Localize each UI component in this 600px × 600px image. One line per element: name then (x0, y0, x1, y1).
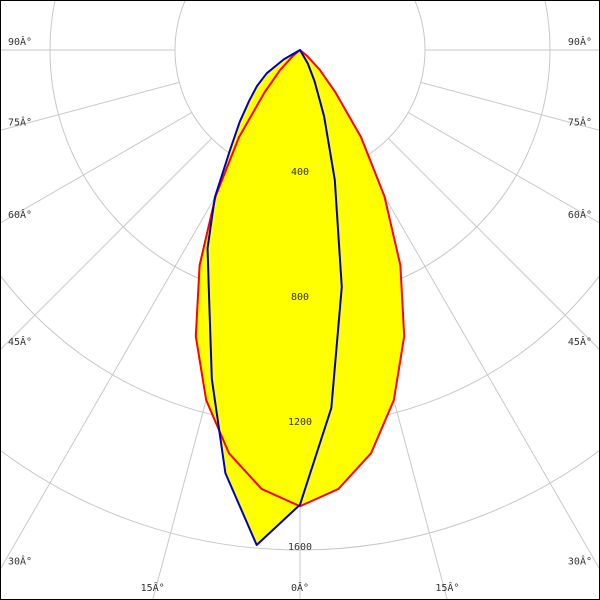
intensity-curve (206, 49, 343, 546)
angle-label: 45Â° (568, 335, 592, 348)
radius-label: 800 (291, 292, 309, 303)
radius-label: 400 (291, 167, 309, 178)
plot (194, 49, 406, 546)
angle-label: 90Â° (8, 35, 32, 48)
angle-label: 15Â° (141, 581, 165, 594)
intensity-curve (194, 49, 406, 508)
curve-fill (207, 50, 342, 545)
angle-label: 60Â° (8, 208, 32, 221)
grid-spoke (0, 81, 180, 131)
radius-label: 1600 (288, 542, 312, 553)
grid-spoke (362, 158, 600, 570)
angle-label: 30Â° (8, 555, 32, 568)
angle-label: 60Â° (568, 208, 592, 221)
angle-label: 90Â° (568, 35, 592, 48)
angle-label: 15Â° (435, 581, 459, 594)
grid-spoke (420, 81, 600, 131)
angle-label: 75Â° (568, 115, 592, 128)
grid-spoke (388, 138, 600, 351)
grid-spoke (0, 112, 192, 224)
angle-label: 45Â° (8, 335, 32, 348)
grid-spoke (0, 158, 238, 570)
angle-label: 0Â° (291, 581, 309, 594)
labels: 90Â° 75Â° 60Â° 45Â° 30Â° 15Â° 0Â° 15Â° 30Â° 45Â° 6… (8, 35, 592, 594)
grid-spoke (0, 138, 212, 351)
angle-label: 75Â° (8, 115, 32, 128)
angle-label: 30Â° (568, 555, 592, 568)
radius-label: 1200 (288, 417, 312, 428)
grid-spoke (408, 112, 600, 224)
